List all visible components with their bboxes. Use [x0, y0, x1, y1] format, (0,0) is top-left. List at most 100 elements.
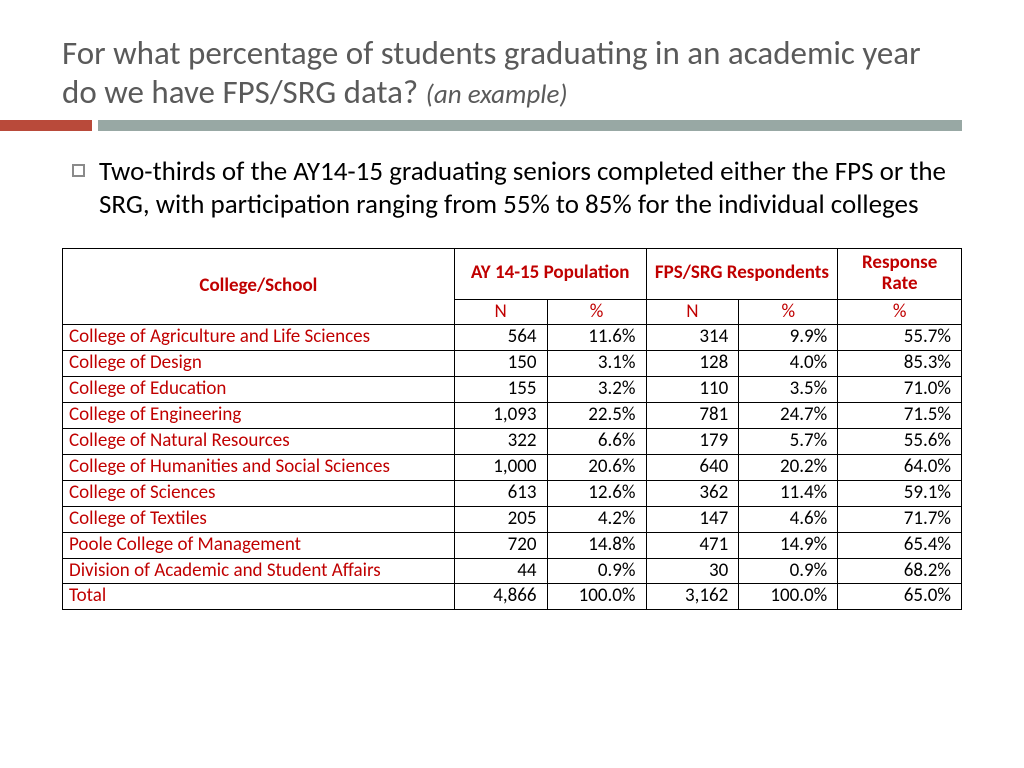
cell-resp_n: 640 [646, 454, 739, 480]
cell-resp_n: 179 [646, 429, 739, 455]
table-row: College of Education1553.2%1103.5%71.0% [63, 377, 962, 403]
cell-name: Total [63, 584, 455, 610]
cell-name: Division of Academic and Student Affairs [63, 558, 455, 584]
cell-pop_n: 1,000 [454, 454, 547, 480]
bullet-item: Two-thirds of the AY14-15 graduating sen… [62, 155, 962, 222]
cell-pop_n: 44 [454, 558, 547, 584]
cell-resp_pct: 20.2% [739, 454, 838, 480]
cell-name: College of Sciences [63, 480, 455, 506]
square-bullet-icon [72, 164, 85, 177]
cell-rate: 71.5% [838, 403, 962, 429]
cell-rate: 71.0% [838, 377, 962, 403]
cell-pop_pct: 12.6% [547, 480, 646, 506]
cell-rate: 64.0% [838, 454, 962, 480]
cell-resp_n: 147 [646, 506, 739, 532]
cell-resp_n: 314 [646, 325, 739, 351]
cell-pop_pct: 100.0% [547, 584, 646, 610]
cell-resp_n: 362 [646, 480, 739, 506]
cell-resp_pct: 11.4% [739, 480, 838, 506]
cell-resp_n: 471 [646, 532, 739, 558]
cell-resp_pct: 4.6% [739, 506, 838, 532]
title-rule [0, 120, 1024, 131]
th-pop-n: N [454, 299, 547, 325]
cell-resp_pct: 9.9% [739, 325, 838, 351]
cell-name: College of Engineering [63, 403, 455, 429]
cell-pop_n: 205 [454, 506, 547, 532]
cell-name: College of Agriculture and Life Sciences [63, 325, 455, 351]
cell-pop_n: 4,866 [454, 584, 547, 610]
cell-resp_n: 3,162 [646, 584, 739, 610]
cell-resp_n: 781 [646, 403, 739, 429]
cell-pop_pct: 3.1% [547, 351, 646, 377]
cell-resp_n: 128 [646, 351, 739, 377]
table-row: College of Textiles2054.2%1474.6%71.7% [63, 506, 962, 532]
table-row: College of Humanities and Social Science… [63, 454, 962, 480]
cell-resp_pct: 100.0% [739, 584, 838, 610]
table-body: College of Agriculture and Life Sciences… [63, 325, 962, 610]
cell-resp_pct: 14.9% [739, 532, 838, 558]
table-header-row-1: College/School AY 14-15 Population FPS/S… [63, 248, 962, 299]
cell-rate: 65.4% [838, 532, 962, 558]
cell-pop_pct: 6.6% [547, 429, 646, 455]
title-sub: (an example) [426, 78, 568, 111]
cell-rate: 59.1% [838, 480, 962, 506]
data-table: College/School AY 14-15 Population FPS/S… [62, 248, 962, 610]
cell-pop_n: 1,093 [454, 403, 547, 429]
th-respondents: FPS/SRG Respondents [646, 248, 838, 299]
title-block: For what percentage of students graduati… [62, 34, 962, 112]
cell-rate: 85.3% [838, 351, 962, 377]
cell-rate: 68.2% [838, 558, 962, 584]
cell-pop_n: 720 [454, 532, 547, 558]
table-row: College of Sciences61312.6%36211.4%59.1% [63, 480, 962, 506]
cell-name: College of Design [63, 351, 455, 377]
th-college: College/School [63, 248, 455, 325]
cell-resp_n: 30 [646, 558, 739, 584]
cell-pop_pct: 11.6% [547, 325, 646, 351]
cell-resp_n: 110 [646, 377, 739, 403]
table-row: College of Engineering1,09322.5%78124.7%… [63, 403, 962, 429]
cell-pop_n: 155 [454, 377, 547, 403]
cell-resp_pct: 5.7% [739, 429, 838, 455]
th-population: AY 14-15 Population [454, 248, 646, 299]
table-row: Division of Academic and Student Affairs… [63, 558, 962, 584]
cell-name: College of Natural Resources [63, 429, 455, 455]
table-row: College of Design1503.1%1284.0%85.3% [63, 351, 962, 377]
cell-pop_n: 150 [454, 351, 547, 377]
cell-resp_pct: 0.9% [739, 558, 838, 584]
body: Two-thirds of the AY14-15 graduating sen… [62, 155, 962, 610]
cell-pop_pct: 3.2% [547, 377, 646, 403]
slide-title: For what percentage of students graduati… [62, 34, 962, 112]
th-rate-pct: % [838, 299, 962, 325]
th-rate: Response Rate [838, 248, 962, 299]
cell-rate: 55.7% [838, 325, 962, 351]
accent-bar [0, 120, 92, 131]
cell-pop_pct: 22.5% [547, 403, 646, 429]
cell-pop_pct: 14.8% [547, 532, 646, 558]
bullet-text: Two-thirds of the AY14-15 graduating sen… [99, 155, 962, 222]
cell-rate: 55.6% [838, 429, 962, 455]
cell-name: Poole College of Management [63, 532, 455, 558]
cell-rate: 71.7% [838, 506, 962, 532]
cell-pop_n: 322 [454, 429, 547, 455]
data-table-wrap: College/School AY 14-15 Population FPS/S… [62, 248, 962, 610]
table-row: Total4,866100.0%3,162100.0%65.0% [63, 584, 962, 610]
cell-name: College of Textiles [63, 506, 455, 532]
th-resp-pct: % [739, 299, 838, 325]
cell-resp_pct: 4.0% [739, 351, 838, 377]
cell-resp_pct: 3.5% [739, 377, 838, 403]
cell-resp_pct: 24.7% [739, 403, 838, 429]
cell-name: College of Humanities and Social Science… [63, 454, 455, 480]
cell-name: College of Education [63, 377, 455, 403]
cell-pop_n: 564 [454, 325, 547, 351]
slide: For what percentage of students graduati… [0, 0, 1024, 768]
table-row: Poole College of Management72014.8%47114… [63, 532, 962, 558]
th-resp-n: N [646, 299, 739, 325]
table-row: College of Natural Resources3226.6%1795.… [63, 429, 962, 455]
th-pop-pct: % [547, 299, 646, 325]
rule-bar [98, 120, 962, 131]
table-row: College of Agriculture and Life Sciences… [63, 325, 962, 351]
cell-pop_pct: 20.6% [547, 454, 646, 480]
cell-rate: 65.0% [838, 584, 962, 610]
cell-pop_pct: 4.2% [547, 506, 646, 532]
cell-pop_n: 613 [454, 480, 547, 506]
